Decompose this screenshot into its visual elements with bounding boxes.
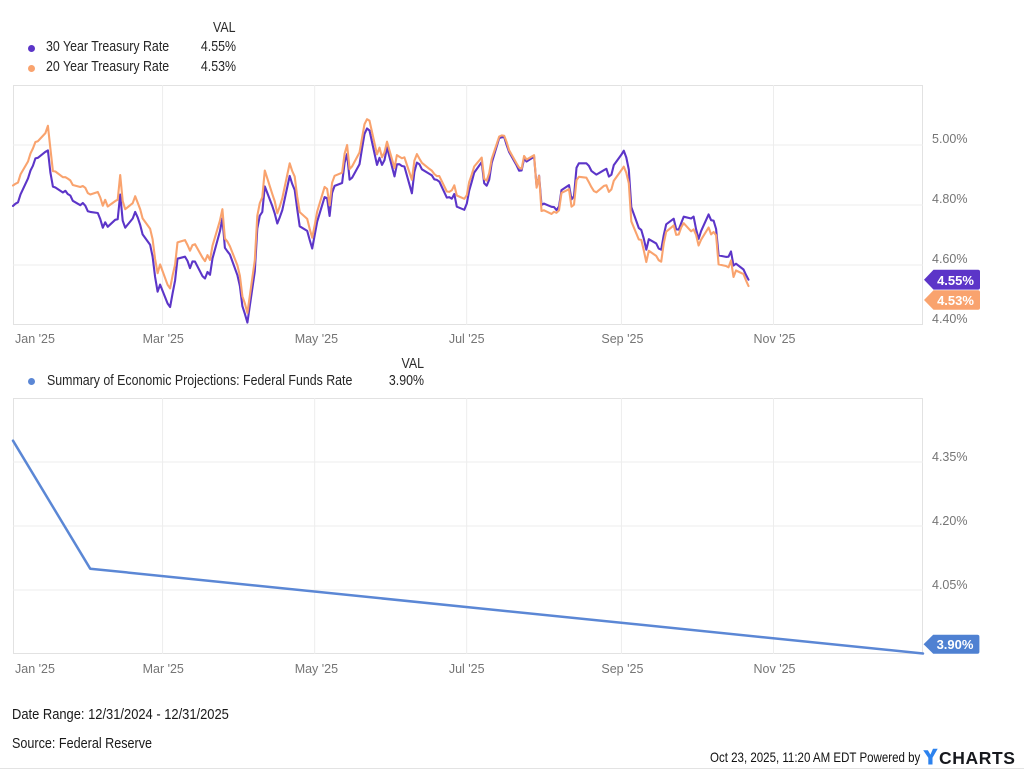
svg-text:CHARTS: CHARTS	[939, 748, 1016, 766]
